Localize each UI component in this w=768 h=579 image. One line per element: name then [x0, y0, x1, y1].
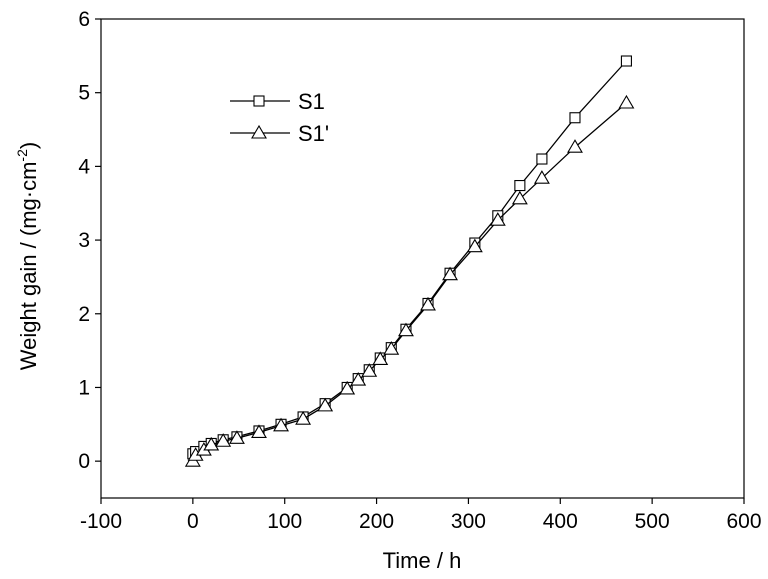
data-point-triangle: [383, 341, 400, 355]
legend-marker-triangle: [251, 124, 267, 139]
y-axis-label-close: ): [16, 142, 41, 149]
data-point-triangle: [398, 322, 414, 337]
x-axis-label: Time / h: [383, 548, 462, 573]
data-point-triangle: [567, 139, 583, 153]
series-s1-prime: [184, 94, 635, 467]
y-axis: 0 1 2 3 4 5 6: [78, 8, 101, 473]
data-point-triangle: [442, 266, 459, 281]
y-axis-label: Weight gain / (mg·cm-2): [14, 142, 41, 370]
x-tick-label: 500: [635, 510, 670, 533]
data-point-triangle: [215, 433, 232, 447]
series-line: [192, 102, 627, 462]
x-tick-label: -100: [80, 510, 122, 533]
x-tick-label: 400: [543, 510, 578, 533]
y-tick-label: 5: [78, 82, 90, 105]
x-tick-label: 100: [267, 510, 302, 533]
series-layer: [184, 55, 635, 467]
x-tick-label: 300: [451, 510, 486, 533]
data-point-square: [514, 179, 526, 192]
x-tick-label: 600: [726, 510, 761, 533]
plot-frame: [100, 18, 745, 499]
y-tick-label: 4: [78, 155, 90, 178]
data-point-triangle: [350, 372, 367, 386]
data-point-triangle: [618, 94, 635, 109]
data-point-triangle: [372, 351, 389, 366]
data-point-triangle: [203, 436, 220, 451]
legend-marker-square: [253, 95, 265, 107]
series-s1: [187, 55, 632, 460]
x-tick-label: 200: [359, 510, 394, 533]
y-tick-label: 6: [78, 8, 90, 31]
data-point-square: [569, 112, 581, 124]
y-tick-label: 2: [78, 303, 90, 326]
data-point-triangle: [511, 190, 528, 205]
data-point-triangle: [251, 424, 267, 438]
data-point-triangle: [339, 380, 356, 395]
data-point-triangle: [317, 397, 334, 412]
series-line: [192, 60, 627, 455]
data-point-square: [620, 55, 632, 67]
x-tick-label: 0: [187, 510, 199, 533]
data-point-triangle: [489, 212, 506, 226]
data-point-triangle: [228, 430, 245, 444]
y-tick-label: 0: [78, 450, 90, 473]
data-point-triangle: [420, 296, 436, 311]
data-point-triangle: [273, 417, 289, 432]
data-point-square: [536, 153, 548, 165]
data-point-triangle: [533, 170, 550, 184]
data-point-triangle: [466, 238, 483, 253]
y-axis-label-main: Weight gain / (mg·cm: [16, 162, 41, 371]
data-point-triangle: [295, 411, 312, 425]
y-axis-label-superscript: -2: [14, 149, 30, 162]
y-tick-label: 3: [78, 229, 90, 252]
legend-label: S1: [298, 89, 325, 114]
y-tick-label: 1: [78, 376, 90, 399]
x-axis: -100 0 100 200 300 400 500 600: [80, 498, 762, 533]
legend-label: S1': [298, 121, 329, 146]
legend-item: S1': [230, 121, 329, 146]
legend-item: S1: [230, 89, 325, 114]
data-point-triangle: [361, 363, 378, 377]
